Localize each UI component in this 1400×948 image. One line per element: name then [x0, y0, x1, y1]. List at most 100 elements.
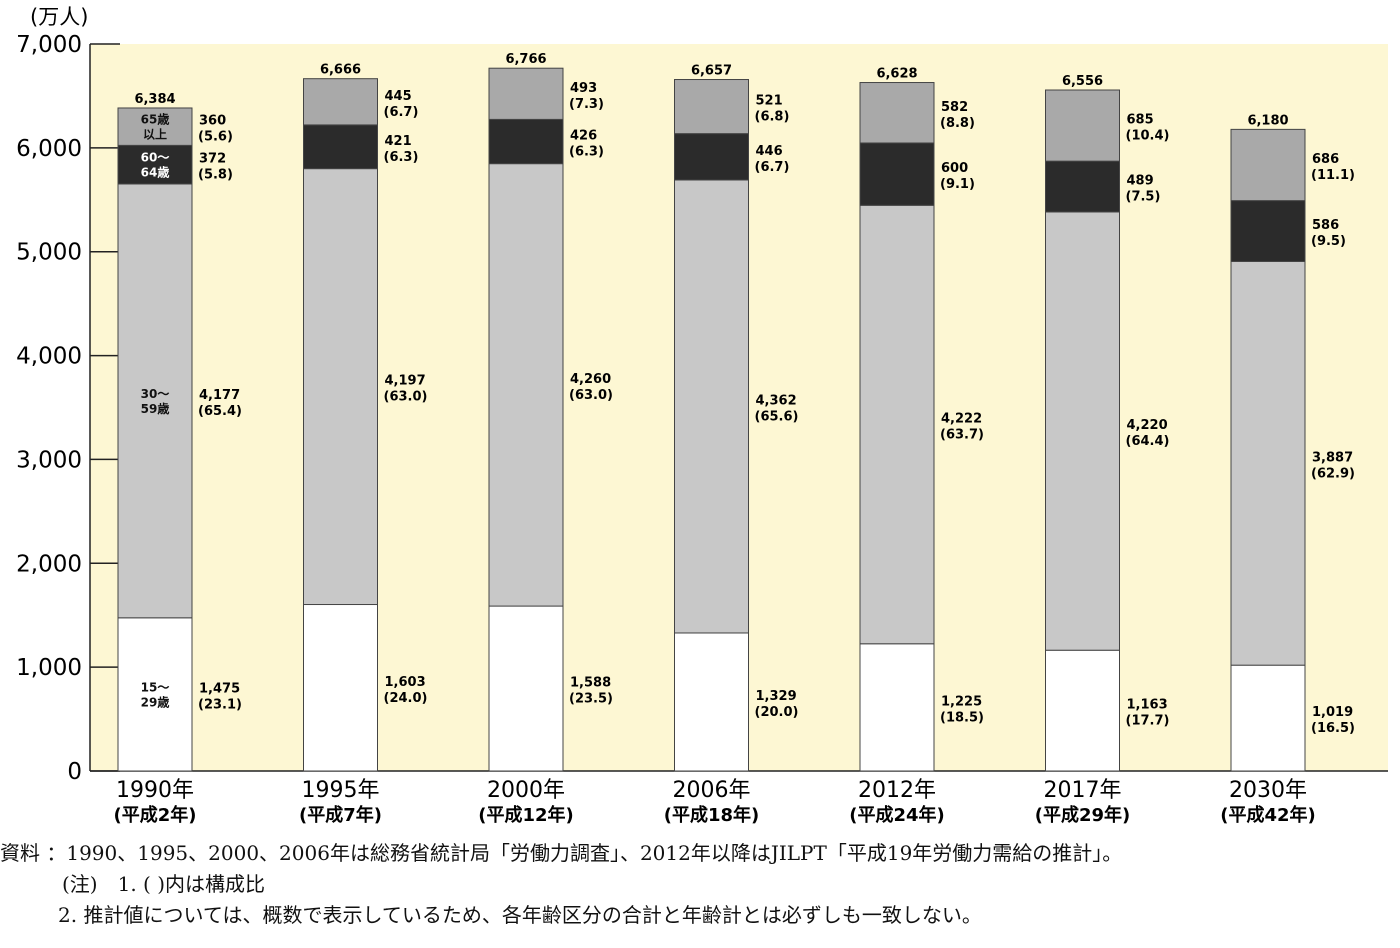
data-label: 521 — [756, 94, 783, 109]
bar-segment — [859, 82, 935, 144]
share-label: (10.4) — [1126, 129, 1170, 144]
data-label: 421 — [385, 134, 412, 149]
source-note: 資料 ：1990、1995、2000、2006年は総務省統計局「労働力調査」、2… — [0, 841, 1123, 865]
y-tick-label: 2,000 — [16, 551, 82, 577]
share-label: (63.0) — [384, 390, 428, 405]
bar-segment — [117, 144, 193, 185]
bar-segment — [117, 183, 193, 619]
share-label: (5.8) — [198, 168, 233, 183]
bar-segment — [117, 617, 193, 772]
bar-segment — [1045, 649, 1120, 772]
y-tick-label: 4,000 — [16, 344, 82, 370]
share-label: (9.1) — [940, 177, 975, 192]
bar-segment — [488, 67, 564, 120]
share-label: (6.3) — [569, 145, 604, 160]
x-tick-label: 2030年 — [1229, 778, 1307, 803]
series-name: 64歳 — [141, 165, 170, 180]
bar-segment — [117, 107, 193, 146]
x-tick-label: 1990年 — [116, 778, 194, 803]
data-label: 4,197 — [385, 374, 426, 389]
bar-segment — [303, 604, 378, 772]
data-label: 685 — [1127, 113, 1154, 128]
share-label: (24.0) — [384, 691, 428, 706]
data-label: 489 — [1127, 174, 1154, 189]
total-label: 6,628 — [876, 67, 917, 82]
data-label: 1,019 — [1312, 705, 1353, 720]
y-unit-label: (万人) — [30, 5, 88, 29]
x-tick-sublabel: (平成24年) — [849, 804, 945, 826]
data-label: 426 — [570, 129, 597, 144]
bar-segment — [859, 204, 935, 645]
bar-segment — [674, 79, 749, 135]
data-label: 446 — [756, 144, 783, 159]
total-label: 6,766 — [505, 52, 546, 67]
labor-force-chart: (万人) 0 1,000 2,000 3,000 4,000 5,000 6,000 7,000… — [16, 5, 1388, 826]
bar-segment — [1045, 160, 1120, 213]
share-label: (8.8) — [940, 116, 975, 131]
series-name: 59歳 — [141, 401, 170, 416]
bar-segment — [674, 133, 749, 181]
data-label: 1,588 — [570, 676, 611, 691]
share-label: (9.5) — [1311, 234, 1346, 249]
bar-segment — [488, 118, 564, 165]
y-tick-label: 0 — [67, 759, 82, 785]
total-label: 6,180 — [1247, 113, 1288, 128]
bar-segment — [1230, 664, 1306, 772]
total-label: 6,384 — [134, 92, 175, 107]
bar-segment — [859, 643, 935, 772]
share-label: (17.7) — [1126, 714, 1170, 729]
chart-notes: 資料 ：1990、1995、2000、2006年は総務省統計局「労働力調査」、2… — [0, 838, 1400, 931]
x-tick-label: 2012年 — [858, 778, 936, 803]
x-tick-sublabel: (平成29年) — [1035, 804, 1131, 826]
share-label: (63.0) — [569, 388, 613, 403]
x-tick-sublabel: (平成12年) — [478, 804, 574, 826]
share-label: (23.5) — [569, 692, 613, 707]
bar-segment — [674, 179, 749, 634]
data-label: 4,222 — [941, 412, 982, 427]
share-label: (64.4) — [1126, 434, 1170, 449]
share-label: (6.8) — [755, 110, 790, 125]
note-1: (注) 1. ( )内は構成比 — [62, 872, 266, 896]
bar-segment — [859, 142, 935, 206]
x-tick-label: 2017年 — [1044, 778, 1122, 803]
total-label: 6,556 — [1062, 74, 1103, 89]
series-name: 30〜 — [141, 387, 170, 401]
share-label: (5.6) — [198, 130, 233, 145]
y-tick-label: 1,000 — [16, 655, 82, 681]
bar-segment — [488, 605, 564, 772]
data-label: 582 — [941, 100, 968, 115]
data-label: 4,220 — [1127, 418, 1168, 433]
data-label: 360 — [199, 114, 226, 129]
share-label: (63.7) — [940, 428, 984, 443]
data-label: 4,177 — [199, 388, 240, 403]
y-tick-label: 7,000 — [16, 32, 82, 58]
series-name: 15〜 — [141, 680, 170, 694]
share-label: (23.1) — [198, 697, 242, 712]
data-label: 1,603 — [385, 675, 426, 690]
data-label: 4,362 — [756, 393, 797, 408]
x-tick-sublabel: (平成18年) — [664, 804, 760, 826]
x-tick-sublabel: (平成42年) — [1220, 804, 1316, 826]
share-label: (7.3) — [569, 97, 604, 112]
series-name: 29歳 — [141, 694, 170, 709]
bar-segment — [1045, 211, 1120, 651]
data-label: 445 — [385, 89, 412, 104]
data-label: 1,225 — [941, 694, 982, 709]
data-label: 1,163 — [1127, 698, 1168, 713]
data-label: 493 — [570, 81, 597, 96]
bar-segment — [1230, 200, 1306, 262]
data-label: 3,887 — [1312, 450, 1353, 465]
data-label: 4,260 — [570, 372, 611, 387]
data-label: 600 — [941, 161, 968, 176]
data-label: 1,475 — [199, 681, 240, 696]
x-tick-label: 2006年 — [673, 778, 751, 803]
note-2: 2. 推計値については、概数で表示しているため、各年齢区分の合計と年齢計とは必ず… — [58, 903, 982, 927]
share-label: (6.7) — [755, 160, 790, 175]
data-label: 686 — [1312, 152, 1339, 167]
bar-segment — [1045, 89, 1120, 162]
x-tick-label: 2000年 — [487, 778, 565, 803]
bar-segment — [1230, 128, 1306, 202]
bar-segment — [303, 78, 378, 126]
series-name: 60〜 — [141, 151, 170, 165]
x-tick-sublabel: (平成2年) — [114, 804, 197, 826]
